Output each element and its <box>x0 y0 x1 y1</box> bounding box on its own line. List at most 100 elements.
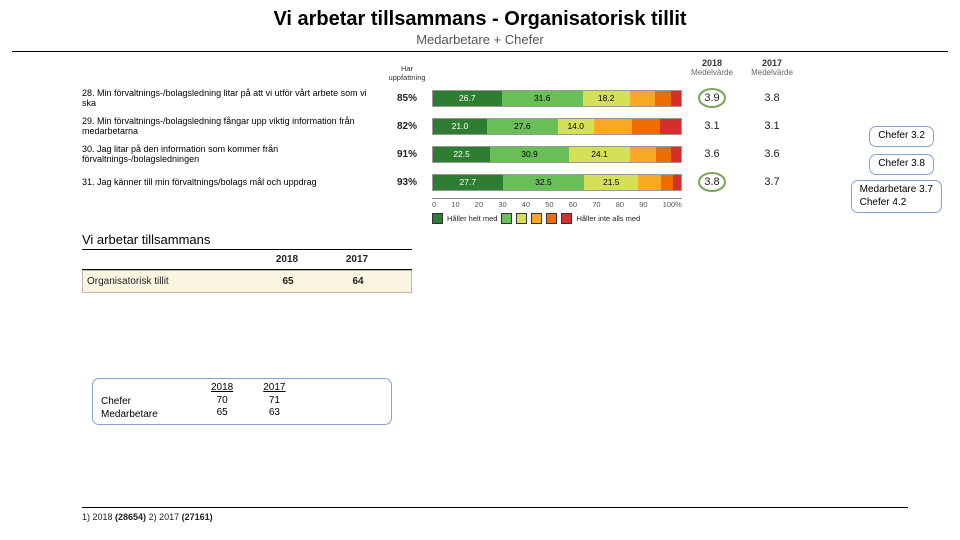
bar-segment: 31.6 <box>502 91 583 106</box>
response-rate: 91% <box>382 149 432 160</box>
bar-segment: 32.5 <box>503 175 585 190</box>
slide-root: Vi arbetar tillsammans - Organisatorisk … <box>12 8 948 532</box>
summary-table: 2018 2017 Organisatorisk tillit 65 64 <box>82 249 412 293</box>
bar-segment <box>656 147 671 162</box>
bar-segment: 14.0 <box>558 119 594 134</box>
axis-tick: 10 <box>451 200 459 209</box>
callout-31: Medarbetare 3.7 Chefer 4.2 <box>851 180 942 213</box>
callout-head-2017: 2017 <box>263 382 285 395</box>
highlight-circle <box>698 88 726 108</box>
main-title: Vi arbetar tillsammans - Organisatorisk … <box>12 8 948 31</box>
header-2018: 2018 Medelvärde <box>682 58 742 82</box>
axis-tick: 50 <box>545 200 553 209</box>
value-2018: 3.9 <box>682 92 742 104</box>
value-2017: 3.8 <box>742 92 802 104</box>
chart-area: Har uppfattning 2018 Medelvärde 2017 Med… <box>82 58 832 218</box>
bar-segment: 22.5 <box>433 147 490 162</box>
bar-segment: 18.2 <box>583 91 630 106</box>
summary-val-2018: 65 <box>253 276 323 287</box>
bar-segment <box>632 119 660 134</box>
axis-tick: 40 <box>522 200 530 209</box>
column-headers: Har uppfattning 2018 Medelvärde 2017 Med… <box>82 58 832 82</box>
stacked-bar: 27.732.521.5 <box>432 174 682 191</box>
legend-swatch-1 <box>432 213 443 224</box>
axis-tick: 70 <box>592 200 600 209</box>
callout-bottom-table: Chefer Medarbetare 2018 70 65 2017 71 63 <box>92 378 392 425</box>
bar-segment <box>660 119 681 134</box>
response-rate: 82% <box>382 121 432 132</box>
question-row: 31. Jag känner till min förvaltnings/bol… <box>82 170 832 194</box>
legend-swatch-5 <box>546 213 557 224</box>
value-2018: 3.6 <box>682 148 742 160</box>
summary-head-2018: 2018 <box>252 254 322 265</box>
bar-segment <box>630 147 655 162</box>
axis-tick: 0 <box>432 200 436 209</box>
callout-chefer-30: Chefer 3.8 <box>869 154 934 175</box>
question-row: 29. Min förvaltnings-/bolagsledning fång… <box>82 114 832 138</box>
axis-tick: 90 <box>639 200 647 209</box>
bar-segment: 21.5 <box>584 175 638 190</box>
question-label: 28. Min förvaltnings-/bolagsledning lita… <box>82 88 382 109</box>
bar-segment <box>638 175 661 190</box>
legend-swatch-4 <box>531 213 542 224</box>
stacked-bar: 22.530.924.1 <box>432 146 682 163</box>
response-rate: 85% <box>382 93 432 104</box>
bar-segment: 26.7 <box>433 91 502 106</box>
bar-segment <box>630 91 656 106</box>
bar-segment: 24.1 <box>569 147 630 162</box>
bar-segment <box>673 175 681 190</box>
highlight-circle <box>698 172 726 192</box>
bar-segment: 30.9 <box>490 147 569 162</box>
bar-segment <box>671 91 681 106</box>
subtitle: Medarbetare + Chefer <box>12 32 948 47</box>
summary-title: Vi arbetar tillsammans <box>82 232 412 247</box>
stacked-bar: 21.027.614.0 <box>432 118 682 135</box>
stacked-bar: 26.731.618.2 <box>432 90 682 107</box>
value-2018: 3.8 <box>682 176 742 188</box>
bar-segment <box>655 91 670 106</box>
legend-swatch-3 <box>516 213 527 224</box>
summary-val-2017: 64 <box>323 276 393 287</box>
callout-label-chefer: Chefer <box>101 396 201 409</box>
bar-segment: 27.7 <box>433 175 503 190</box>
value-2018: 3.1 <box>682 120 742 132</box>
axis-tick: 80 <box>616 200 624 209</box>
title-block: Vi arbetar tillsammans - Organisatorisk … <box>12 8 948 47</box>
legend-label-agree: Håller helt med <box>447 215 497 223</box>
bar-segment: 21.0 <box>433 119 487 134</box>
footer: 1) 2018 (28654) 2) 2017 (27161) <box>82 507 908 522</box>
question-rows: 28. Min förvaltnings-/bolagsledning lita… <box>82 86 832 194</box>
legend-swatch-2 <box>501 213 512 224</box>
value-2017: 3.1 <box>742 120 802 132</box>
legend-label-disagree: Håller inte alls med <box>576 215 640 223</box>
header-2017: 2017 Medelvärde <box>742 58 802 82</box>
question-label: 30. Jag litar på den information som kom… <box>82 144 382 165</box>
callout-head-2018: 2018 <box>211 382 233 395</box>
summary-row-label: Organisatorisk tillit <box>83 276 253 287</box>
bar-segment <box>671 147 681 162</box>
summary-section: Vi arbetar tillsammans 2018 2017 Organis… <box>82 232 412 293</box>
divider-top <box>12 51 948 52</box>
summary-table-head: 2018 2017 <box>82 250 412 270</box>
bar-segment <box>661 175 674 190</box>
axis-tick: 100% <box>663 200 682 209</box>
bar-segment: 27.6 <box>487 119 558 134</box>
response-rate: 93% <box>382 177 432 188</box>
callout-label-medarbetare: Medarbetare <box>101 409 201 422</box>
question-label: 29. Min förvaltnings-/bolagsledning fång… <box>82 116 382 137</box>
legend: Håller helt med Håller inte alls med <box>432 213 682 224</box>
summary-table-row: Organisatorisk tillit 65 64 <box>82 270 412 293</box>
value-2017: 3.6 <box>742 148 802 160</box>
axis-tick: 30 <box>498 200 506 209</box>
summary-head-2017: 2017 <box>322 254 392 265</box>
header-response: Har uppfattning <box>382 58 432 82</box>
axis-tick: 20 <box>475 200 483 209</box>
callout-chefer-29: Chefer 3.2 <box>869 126 934 147</box>
axis-tick: 60 <box>569 200 577 209</box>
question-label: 31. Jag känner till min förvaltnings/bol… <box>82 177 382 187</box>
question-row: 28. Min förvaltnings-/bolagsledning lita… <box>82 86 832 110</box>
value-2017: 3.7 <box>742 176 802 188</box>
bar-segment <box>594 119 633 134</box>
legend-swatch-6 <box>561 213 572 224</box>
x-axis: 0 10 20 30 40 50 60 70 80 90 100% <box>432 198 682 209</box>
